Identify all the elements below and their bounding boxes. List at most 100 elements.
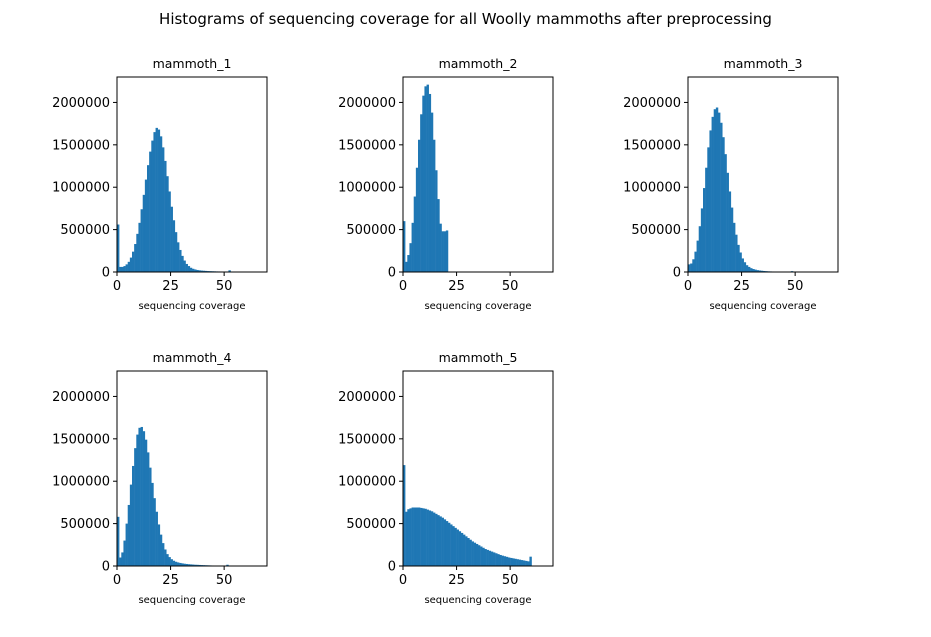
subplot-title: mammoth_4 bbox=[153, 350, 232, 365]
histogram-bar bbox=[409, 243, 412, 272]
histogram-bar bbox=[700, 208, 704, 272]
axes-frame bbox=[402, 76, 554, 273]
histogram-bar bbox=[134, 448, 137, 566]
histogram-bar bbox=[484, 549, 487, 566]
histogram-bar bbox=[157, 129, 161, 272]
histogram-bar bbox=[430, 112, 434, 272]
histogram-bar bbox=[138, 222, 141, 272]
subplot-mammoth_3: mammoth_3 0 25 50 0 500000 1000000 1500000 20000… bbox=[623, 56, 839, 312]
histogram-bar bbox=[185, 263, 188, 272]
subplot-title: mammoth_5 bbox=[439, 350, 518, 365]
histogram-bar bbox=[177, 242, 180, 272]
histogram-bar bbox=[407, 255, 410, 272]
histogram-bar bbox=[726, 172, 729, 272]
histogram-bar bbox=[125, 264, 128, 272]
histogram-bar bbox=[226, 564, 229, 566]
axes-frame bbox=[116, 76, 268, 273]
y-tick-label: 1500000 bbox=[623, 138, 681, 153]
x-tick-label: 25 bbox=[162, 279, 179, 294]
histogram-bar bbox=[724, 154, 727, 272]
y-tick-label: 1000000 bbox=[338, 181, 396, 196]
histogram-bar bbox=[196, 269, 199, 272]
histogram-bar bbox=[123, 540, 126, 566]
histogram-bar bbox=[754, 269, 757, 272]
x-tick-label: 25 bbox=[448, 573, 465, 588]
histogram-bar bbox=[420, 507, 423, 566]
axes-frame bbox=[116, 370, 268, 567]
histogram-bar bbox=[164, 160, 167, 272]
histogram-bar bbox=[144, 179, 148, 272]
histogram-bar bbox=[520, 560, 524, 566]
x-tick-label: 25 bbox=[448, 279, 465, 294]
histogram-bar bbox=[198, 270, 201, 272]
histogram-bar bbox=[523, 560, 526, 566]
subplot-mammoth_1: mammoth_1 0 25 50 0 500000 1000000 1500000 20000… bbox=[52, 56, 268, 312]
histogram-bar bbox=[121, 266, 124, 272]
histogram-bar bbox=[424, 86, 427, 272]
histogram-bar bbox=[722, 137, 725, 272]
histogram-bar bbox=[189, 267, 193, 272]
x-axis-label: sequencing coverage bbox=[138, 595, 245, 606]
histogram-bar bbox=[202, 270, 206, 272]
histogram-bar bbox=[505, 556, 509, 566]
histogram-bar bbox=[129, 484, 133, 566]
histogram-bar bbox=[119, 557, 122, 566]
y-tick-label: 0 bbox=[102, 560, 110, 575]
histogram-bar bbox=[471, 541, 474, 566]
histogram-bar bbox=[407, 509, 410, 566]
histogram-bar bbox=[763, 270, 766, 272]
histogram-bar bbox=[187, 266, 191, 272]
histogram-bar bbox=[151, 482, 154, 566]
histogram-bar bbox=[445, 230, 449, 272]
histogram-bars bbox=[117, 426, 231, 566]
histogram-bar bbox=[422, 95, 425, 273]
y-tick-label: 1000000 bbox=[623, 181, 681, 196]
histogram-bar bbox=[720, 122, 723, 272]
histogram-bar bbox=[181, 255, 184, 272]
histogram-bar bbox=[467, 538, 470, 566]
histogram-bar bbox=[499, 554, 502, 566]
histogram-bar bbox=[711, 116, 714, 272]
histogram-bar bbox=[497, 554, 500, 566]
histogram-bar bbox=[181, 563, 184, 566]
histogram-bar bbox=[415, 167, 419, 272]
subplot-mammoth_4: mammoth_4 0 25 50 0 500000 1000000 1500000 20000… bbox=[52, 350, 268, 606]
x-tick-label: 0 bbox=[113, 279, 121, 294]
histogram-bar bbox=[426, 509, 429, 566]
x-axis-label: sequencing coverage bbox=[709, 301, 816, 312]
histogram-bar bbox=[463, 534, 466, 566]
histogram-bar bbox=[741, 258, 744, 272]
histogram-bar bbox=[153, 132, 156, 272]
histogram-bar bbox=[715, 107, 719, 273]
y-tick-label: 500000 bbox=[346, 223, 396, 238]
histogram-bar bbox=[445, 521, 449, 566]
histogram-bar bbox=[204, 270, 208, 272]
histogram-bar bbox=[418, 507, 421, 566]
histogram-bar bbox=[450, 524, 453, 566]
histogram-bar bbox=[405, 511, 408, 566]
histogram-bar bbox=[514, 558, 517, 566]
histogram-bar bbox=[172, 220, 176, 272]
histogram-bar bbox=[713, 109, 717, 272]
histogram-bar bbox=[155, 511, 158, 566]
x-tick-label: 0 bbox=[399, 573, 407, 588]
histogram-bar bbox=[495, 553, 498, 566]
histogram-bar bbox=[174, 561, 178, 566]
histogram-bar bbox=[493, 552, 496, 566]
histogram-bar bbox=[164, 549, 167, 566]
histogram-bar bbox=[129, 257, 133, 272]
histogram-bar bbox=[125, 523, 128, 566]
histogram-bar bbox=[170, 206, 173, 272]
histogram-bar bbox=[443, 519, 447, 566]
histogram-bar bbox=[750, 268, 753, 272]
y-tick-label: 1000000 bbox=[52, 475, 110, 490]
histogram-bar bbox=[413, 196, 417, 272]
x-tick-label: 50 bbox=[502, 279, 519, 294]
histogram-bar bbox=[707, 147, 710, 272]
y-tick-label: 2000000 bbox=[338, 96, 396, 111]
subplot-mammoth_5: mammoth_5 0 25 50 0 500000 1000000 1500000 20000… bbox=[338, 350, 554, 606]
y-tick-label: 1000000 bbox=[52, 181, 110, 196]
histogram-bar bbox=[140, 209, 143, 272]
histogram-bar bbox=[426, 84, 429, 272]
histogram-bar bbox=[454, 527, 457, 566]
